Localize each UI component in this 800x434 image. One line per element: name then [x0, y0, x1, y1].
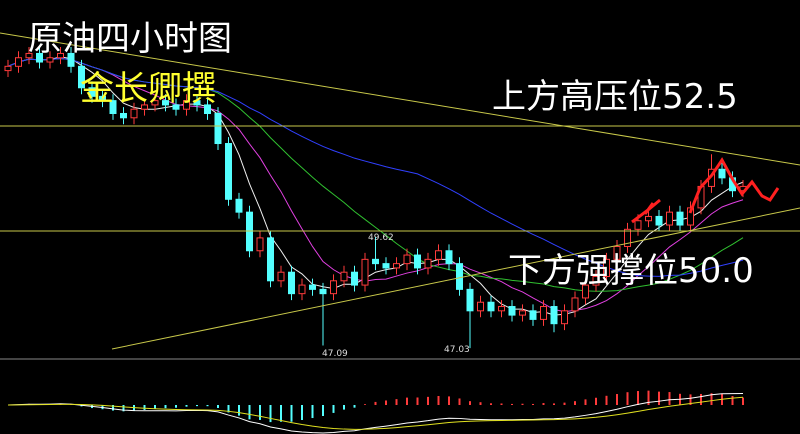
candle-body	[57, 52, 64, 59]
candle-body	[571, 297, 579, 312]
moving-average	[7, 56, 744, 316]
trend-line	[0, 32, 800, 166]
chart-title: 原油四小时图	[28, 19, 232, 59]
candle-body	[162, 100, 169, 106]
moving-average	[7, 57, 744, 313]
candle-body	[540, 306, 547, 320]
candle-body	[561, 310, 568, 325]
plot	[4, 47, 747, 349]
support-label: 下方强撑位50.0	[508, 251, 754, 291]
candle-body	[4, 65, 12, 72]
candle-body	[634, 220, 642, 230]
candle-body	[78, 65, 85, 89]
candle-body	[382, 263, 390, 269]
candle-body	[613, 245, 621, 260]
candle-body	[309, 284, 316, 290]
candle-body	[183, 100, 190, 110]
candle-body	[277, 271, 285, 282]
candle-body	[36, 52, 43, 63]
moving-average	[7, 57, 744, 277]
candle-body	[529, 310, 537, 320]
candle-body	[204, 104, 211, 114]
forecast-arrow	[631, 157, 780, 224]
author: 金长卿撰	[80, 69, 216, 109]
candle-body	[519, 310, 526, 316]
candle-body	[46, 57, 54, 63]
candle-body	[214, 113, 222, 145]
candle-body	[340, 271, 348, 282]
candle-body	[120, 113, 127, 119]
candle-body	[130, 108, 138, 119]
annotation: 49.62	[368, 233, 394, 243]
candle-body	[361, 258, 369, 286]
candle-body	[288, 271, 295, 295]
candle-body	[435, 250, 442, 260]
candle-body	[676, 211, 684, 226]
trend-line	[111, 207, 800, 350]
candle-body	[256, 237, 264, 252]
candle-body	[582, 284, 589, 299]
macd-dea	[7, 396, 744, 430]
candle-body	[424, 258, 432, 269]
candle-body	[498, 306, 505, 312]
candle-body	[603, 258, 610, 277]
candle-body	[88, 87, 96, 97]
macd-dif	[7, 393, 744, 434]
candle-body	[403, 254, 411, 265]
candle-body	[99, 95, 106, 102]
candle-body	[193, 100, 201, 106]
candle-body	[456, 263, 463, 290]
candle-body	[109, 100, 117, 114]
annotation: 47.09	[322, 349, 348, 359]
candle-body	[225, 143, 232, 200]
candle-body	[298, 284, 306, 295]
candle-body	[550, 306, 558, 325]
candle-body	[477, 301, 484, 312]
candle-body	[267, 237, 274, 282]
candle-body	[718, 168, 726, 179]
candle-body	[592, 276, 600, 286]
candle-body	[445, 250, 453, 265]
candle-body	[655, 215, 663, 226]
candle-body	[508, 306, 516, 316]
candle-body	[624, 228, 631, 247]
candle-body	[645, 215, 652, 222]
candle-body	[466, 288, 474, 312]
candle-body	[151, 100, 159, 106]
candle-body	[666, 211, 673, 226]
macd-panel	[7, 390, 744, 434]
candle-body	[330, 280, 337, 295]
candle-body	[25, 52, 33, 59]
annotation: 47.03	[444, 345, 470, 355]
candle-body	[414, 254, 421, 269]
candle-body	[393, 263, 400, 269]
candle-body	[172, 104, 180, 110]
candle-body	[141, 104, 148, 110]
candle-body	[372, 258, 379, 265]
candle-body	[351, 271, 358, 286]
candle-body	[319, 288, 327, 295]
resistance-label: 上方高压位52.5	[492, 77, 738, 117]
candle-body	[487, 301, 495, 312]
candle-body	[235, 198, 243, 213]
candle-body	[67, 52, 75, 67]
candle-body	[15, 57, 22, 67]
